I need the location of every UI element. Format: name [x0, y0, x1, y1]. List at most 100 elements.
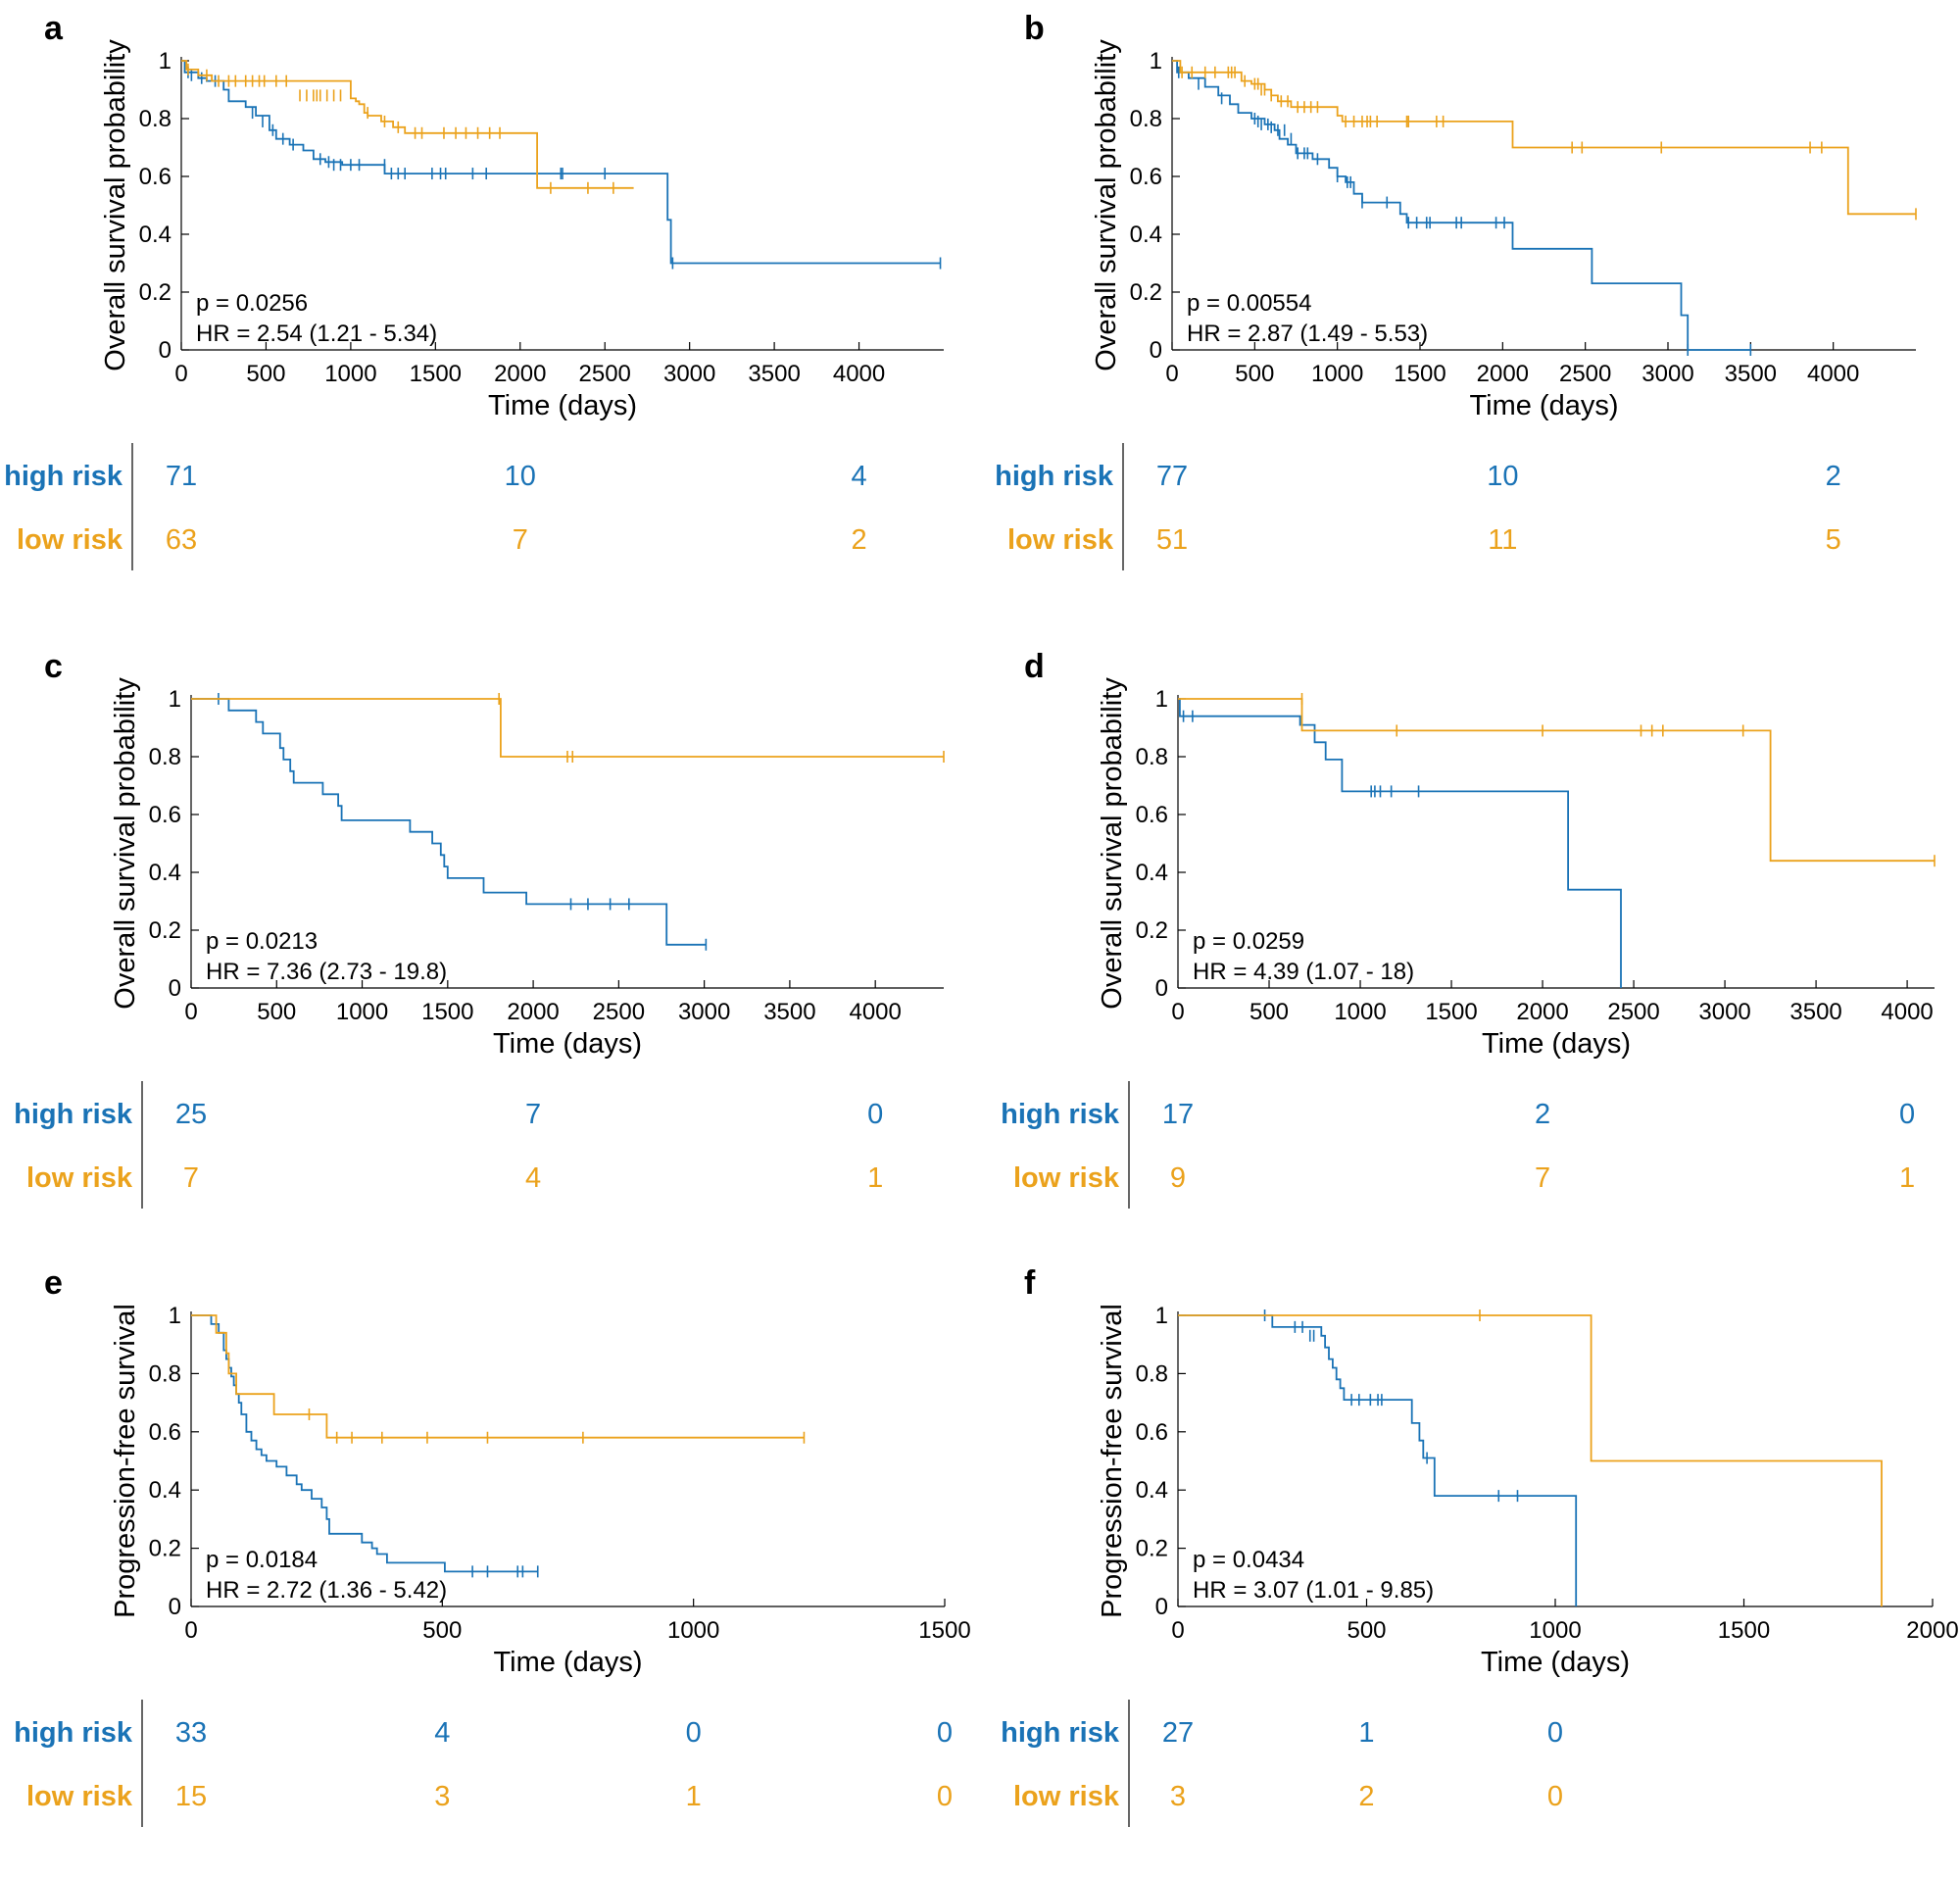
p-value: p = 0.0259	[1193, 928, 1304, 955]
y-tick-label: 0	[1155, 1594, 1168, 1620]
y-tick-label: 0.8	[1136, 1360, 1168, 1387]
x-tick-label: 1500	[1718, 1617, 1770, 1644]
y-tick-label: 0.6	[139, 164, 172, 190]
x-tick-label: 500	[257, 999, 296, 1025]
y-tick-label: 0	[1155, 975, 1168, 1002]
risk-number-low: 9	[1170, 1162, 1186, 1194]
x-tick-label: 2000	[1906, 1617, 1958, 1644]
km-curve-high-risk	[191, 1314, 538, 1573]
km-curve-high-risk	[1172, 60, 1751, 351]
p-value: p = 0.0184	[206, 1547, 318, 1573]
x-tick-label: 2500	[1559, 361, 1611, 387]
risk-number-high: 4	[434, 1717, 450, 1749]
risk-label-high: high risk	[4, 461, 123, 492]
x-tick-label: 1000	[336, 999, 388, 1025]
risk-number-high: 2	[1535, 1099, 1550, 1130]
risk-number-high: 1	[1358, 1717, 1374, 1749]
risk-number-low: 63	[166, 524, 197, 556]
x-tick-label: 4000	[1807, 361, 1859, 387]
x-tick-label: 1000	[1334, 999, 1386, 1025]
risk-number-high: 0	[867, 1099, 883, 1130]
risk-number-low: 7	[1535, 1162, 1550, 1194]
risk-number-high: 0	[937, 1717, 953, 1749]
y-tick-label: 0.4	[1136, 860, 1168, 886]
km-curve-high-risk	[181, 60, 941, 265]
p-value: p = 0.0213	[206, 928, 318, 955]
hazard-ratio: HR = 3.07 (1.01 - 9.85)	[1193, 1577, 1434, 1604]
y-tick-label: 0.2	[149, 1536, 181, 1562]
x-tick-label: 1000	[324, 361, 376, 387]
x-tick-label: 0	[1165, 361, 1178, 387]
chart-a-svg: a00.20.40.60.810 500 1000 1500 2000 2500 3000 3…	[4, 10, 944, 570]
risk-number-low: 0	[937, 1781, 953, 1812]
km-curve-high-risk	[1178, 1314, 1578, 1606]
y-tick-label: 1	[159, 48, 172, 74]
y-tick-label: 1	[1155, 686, 1168, 713]
risk-number-high: 10	[1487, 461, 1518, 492]
y-axis-label: Progression-free survival	[110, 1304, 141, 1618]
y-tick-label: 0.2	[149, 917, 181, 944]
x-tick-label: 3000	[1698, 999, 1750, 1025]
y-tick-label: 0.2	[139, 279, 172, 306]
risk-number-high: 0	[1547, 1717, 1563, 1749]
x-tick-label: 4000	[849, 999, 901, 1025]
risk-number-low: 5	[1826, 524, 1841, 556]
x-tick-label: 1500	[918, 1617, 970, 1644]
risk-number-low: 0	[1547, 1781, 1563, 1812]
risk-label-low: low risk	[1013, 1162, 1120, 1194]
x-tick-label: 3000	[678, 999, 730, 1025]
y-tick-label: 1	[169, 1303, 181, 1329]
risk-number-low: 1	[867, 1162, 883, 1194]
y-tick-label: 0.8	[149, 744, 181, 770]
panel-label: b	[1024, 10, 1045, 47]
risk-label-low: low risk	[17, 524, 123, 556]
panel-f: f 0 0.2 0.4 0.6 0.8 1 0 500 1000 1500 2000 Time (day…	[980, 1260, 1960, 1877]
panel-label: f	[1024, 1264, 1036, 1302]
risk-number-low: 7	[183, 1162, 199, 1194]
risk-label-high: high risk	[14, 1717, 133, 1749]
panel-label: e	[44, 1264, 63, 1302]
y-tick-label: 0.4	[139, 222, 172, 248]
risk-number-high: 33	[175, 1717, 207, 1749]
risk-number-low: 2	[1358, 1781, 1374, 1812]
y-tick-label: 0.4	[1130, 222, 1162, 248]
chart-c-svg: c 0 0.2 0.4 0.6 0.8 1 0 500 1000 1500 2000 2500 3000 3…	[14, 648, 945, 1209]
p-value: p = 0.0256	[196, 290, 308, 317]
km-curve-low-risk	[191, 698, 944, 758]
risk-number-low: 3	[434, 1781, 450, 1812]
x-tick-label: 1500	[1425, 999, 1477, 1025]
risk-number-high: 17	[1162, 1099, 1194, 1130]
x-tick-label: 3500	[748, 361, 800, 387]
y-tick-label: 1	[1155, 1303, 1168, 1329]
panel-label: a	[44, 10, 64, 47]
hazard-ratio: HR = 4.39 (1.07 - 18)	[1193, 959, 1414, 985]
y-tick-label: 0.2	[1136, 917, 1168, 944]
risk-number-high: 0	[1899, 1099, 1915, 1130]
y-tick-label: 0.6	[1130, 164, 1162, 190]
risk-label-low: low risk	[26, 1781, 133, 1812]
risk-number-high: 7	[525, 1099, 541, 1130]
panel-b: b 0 0.2 0.4 0.6 0.8 1 0 500 1000 1500 2000 2500 3000 3…	[980, 0, 1960, 617]
x-tick-label: 3500	[763, 999, 815, 1025]
x-tick-label: 2500	[1607, 999, 1659, 1025]
x-tick-label: 1500	[1394, 361, 1446, 387]
km-curve-low-risk	[1172, 60, 1916, 216]
y-axis-label: Overall survival probability	[100, 39, 131, 371]
km-curve-high-risk	[1178, 698, 1622, 988]
x-tick-label: 4000	[833, 361, 885, 387]
y-tick-label: 0	[1150, 337, 1162, 364]
km-curve-low-risk	[1178, 698, 1935, 863]
y-tick-label: 0	[159, 337, 172, 364]
y-tick-label: 0.2	[1130, 279, 1162, 306]
x-tick-label: 0	[184, 999, 197, 1025]
risk-number-low: 4	[525, 1162, 541, 1194]
y-tick-label: 1	[1150, 48, 1162, 74]
x-tick-label: 1000	[1529, 1617, 1581, 1644]
risk-number-high: 0	[686, 1717, 702, 1749]
chart-b-svg: b00.20.40.60.810 500 1000 1500 2000 2500 3000 3…	[995, 10, 1917, 570]
risk-number-low: 15	[175, 1781, 207, 1812]
risk-number-low: 7	[513, 524, 528, 556]
y-tick-label: 0.8	[149, 1360, 181, 1387]
x-tick-label: 2000	[494, 361, 546, 387]
y-tick-label: 0.6	[1136, 1419, 1168, 1446]
